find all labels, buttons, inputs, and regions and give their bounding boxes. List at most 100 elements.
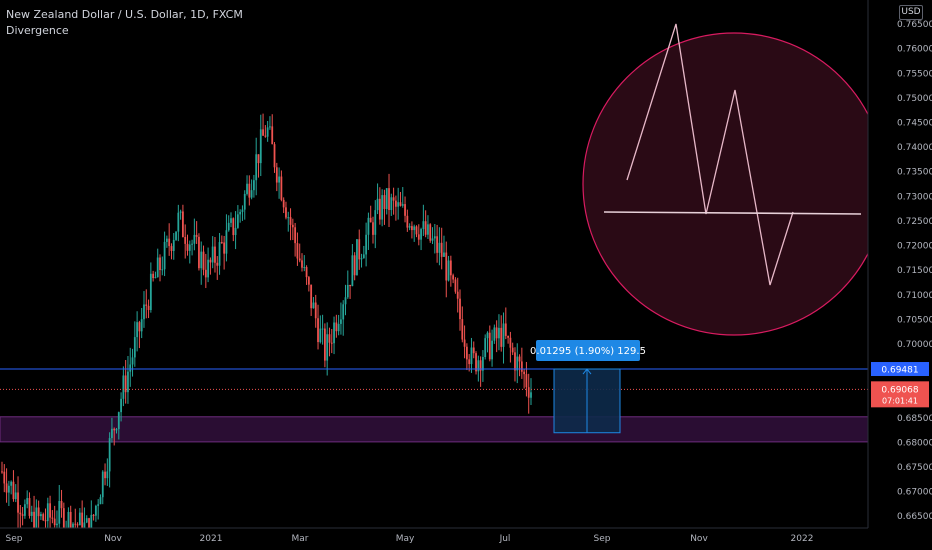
candle-body <box>433 236 436 239</box>
candle-body <box>207 259 210 278</box>
measure-label-box <box>536 340 640 361</box>
candle-body <box>314 302 317 319</box>
candle-body <box>111 428 113 439</box>
candle-body <box>369 217 372 223</box>
candle-body <box>24 504 26 516</box>
candle-body <box>482 357 484 371</box>
candle <box>269 116 271 130</box>
time-tick-label: 2022 <box>791 534 814 544</box>
candle-body <box>67 511 70 528</box>
candle <box>250 179 253 200</box>
candle <box>337 314 340 336</box>
candle-body <box>328 334 331 343</box>
candle-body <box>330 342 333 344</box>
candle <box>307 275 310 292</box>
candle-body <box>424 221 427 235</box>
currency-badge[interactable]: USD <box>899 5 923 20</box>
candle-body <box>479 360 482 371</box>
candle-body <box>5 483 8 493</box>
candle <box>177 204 180 242</box>
price-tick-label: 0.68000 <box>897 438 932 448</box>
candle <box>388 173 390 227</box>
candle-body <box>220 242 223 244</box>
candle-body <box>491 340 493 360</box>
candle <box>335 314 338 338</box>
candle <box>333 316 335 355</box>
candle-body <box>518 356 521 362</box>
candle <box>365 222 368 267</box>
candle <box>394 195 397 221</box>
candle-body <box>468 359 471 365</box>
candle-body <box>165 238 168 242</box>
candle-body <box>477 360 480 372</box>
candle-body <box>175 231 177 240</box>
candle <box>385 188 388 215</box>
candle <box>319 315 322 344</box>
candle-body <box>85 518 88 523</box>
candle <box>323 323 326 368</box>
indicator-label: Divergence <box>6 24 69 37</box>
candle <box>255 137 258 196</box>
candle-body <box>115 429 118 431</box>
candle-body <box>257 154 260 164</box>
price-tick-label: 0.66500 <box>897 512 932 522</box>
candle-body <box>502 323 505 347</box>
candle-body <box>216 262 219 266</box>
candle-body <box>445 252 448 281</box>
candle <box>498 314 500 351</box>
candle-body <box>145 304 148 306</box>
candle <box>49 495 51 533</box>
candle-body <box>422 221 425 230</box>
candle-body <box>303 267 306 269</box>
candle <box>207 247 210 283</box>
candle-body <box>262 129 264 136</box>
candle <box>113 427 116 446</box>
candle <box>433 223 436 254</box>
candle-body <box>78 512 81 526</box>
countdown-label: 07:01:41 <box>882 396 918 405</box>
candle <box>340 302 342 335</box>
candle <box>408 223 411 231</box>
candle-body <box>298 258 301 261</box>
candle-body <box>204 269 207 278</box>
candle <box>92 514 95 521</box>
candle <box>328 327 331 357</box>
candle <box>511 342 514 356</box>
measure-label: 0.01295 (1.90%) 129.5 <box>530 346 646 357</box>
price-tick-label: 0.75000 <box>897 94 932 104</box>
candle-body <box>42 514 45 521</box>
price-tick-label: 0.74500 <box>897 119 932 129</box>
resistance-price-badge <box>871 362 929 377</box>
candles <box>1 113 532 550</box>
candle <box>440 227 443 270</box>
candle-body <box>296 243 299 259</box>
candle <box>163 231 166 277</box>
candle-body <box>301 260 303 268</box>
candle <box>193 218 196 251</box>
candle-body <box>17 492 19 513</box>
divergence-zigzag <box>626 23 794 286</box>
candle <box>257 154 260 178</box>
candle <box>383 189 386 225</box>
candle <box>459 289 461 331</box>
candle-body <box>129 364 132 372</box>
candle <box>484 334 487 360</box>
candle <box>3 464 6 493</box>
candle-body <box>367 217 370 235</box>
candle-body <box>440 242 443 257</box>
candle <box>374 200 377 249</box>
candle <box>298 243 301 263</box>
candle <box>367 212 370 250</box>
candle-body <box>124 375 127 393</box>
candle <box>106 458 109 486</box>
candle <box>182 204 184 238</box>
candle <box>436 224 439 263</box>
candle <box>486 331 489 353</box>
candle-body <box>214 246 216 263</box>
candle <box>445 241 448 298</box>
candle-body <box>374 210 377 235</box>
candle-body <box>333 322 335 344</box>
candle-body <box>191 243 193 245</box>
candle <box>159 254 161 282</box>
